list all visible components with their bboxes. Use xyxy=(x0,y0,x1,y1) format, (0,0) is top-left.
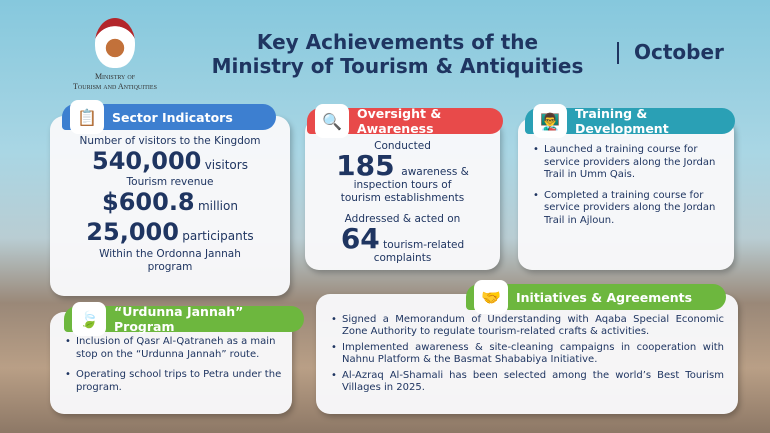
training-title: Training & Development xyxy=(575,106,669,136)
title-line2: Ministry of Tourism & Antiquities xyxy=(211,54,584,78)
visitors-label: Number of visitors to the Kingdom xyxy=(79,135,261,147)
title-line1: Key Achievements of the xyxy=(256,30,539,54)
clipboard-icon: 📋 xyxy=(70,100,104,134)
initiative-item: Signed a Memorandum of Understanding wit… xyxy=(330,314,724,338)
training-header: 👨‍🏫 Training & Development xyxy=(525,104,735,138)
complaints-value: 64 xyxy=(340,222,380,255)
revenue-value: $600.8 xyxy=(102,188,195,216)
training-card: Launched a training course for service p… xyxy=(518,118,734,270)
revenue-label: Tourism revenue xyxy=(126,176,214,188)
ministry-logo: Ministry of Tourism and Antiquities xyxy=(70,18,160,92)
month-label: October xyxy=(634,40,724,64)
urdunna-item: Operating school trips to Petra under th… xyxy=(64,369,282,394)
oversight-text2b: complaints xyxy=(373,252,432,264)
urdunna-list: Inclusion of Qasr Al-Qatraneh as a main … xyxy=(64,336,282,394)
revenue-unit: million xyxy=(197,199,238,213)
logo-line1: Ministry of xyxy=(94,72,136,81)
tours-value: 185 xyxy=(336,149,395,182)
leaf-icon: 🍃 xyxy=(72,302,106,336)
initiatives-header: 🤝 Initiatives & Agreements xyxy=(466,280,726,314)
initiative-item: Implemented awareness & site-cleaning ca… xyxy=(330,342,724,366)
page-title: Key Achievements of the Ministry of Tour… xyxy=(195,30,600,78)
oversight-header: 🔍 Oversight & Awareness xyxy=(307,104,503,138)
visitors-unit: visitors xyxy=(204,158,248,172)
inspection-icon: 🔍 xyxy=(315,104,349,138)
handshake-icon: 🤝 xyxy=(474,280,508,314)
visitors-value: 540,000 xyxy=(92,147,202,175)
participants-unit: participants xyxy=(182,229,254,243)
presentation-icon: 👨‍🏫 xyxy=(533,104,567,138)
training-item: Launched a training course for service p… xyxy=(532,144,724,182)
sector-indicators-card: Number of visitors to the Kingdom 540,00… xyxy=(50,116,290,296)
participants-value: 25,000 xyxy=(86,218,179,246)
initiatives-card: Signed a Memorandum of Understanding wit… xyxy=(316,294,738,414)
initiatives-list: Signed a Memorandum of Understanding wit… xyxy=(330,314,724,394)
training-item: Completed a training course for service … xyxy=(532,190,724,228)
logo-line2: Tourism and Antiquities xyxy=(73,82,157,91)
urdunna-item: Inclusion of Qasr Al-Qatraneh as a main … xyxy=(64,336,282,361)
coat-of-arms-icon xyxy=(95,18,135,68)
participants-note: Within the Ordonna Jannah program xyxy=(99,248,241,273)
sector-title: Sector Indicators xyxy=(112,109,233,125)
urdunna-title: “Urdunna Jannah” Program xyxy=(114,304,244,334)
oversight-text1b: inspection tours of xyxy=(353,179,452,191)
oversight-line2: Addressed & acted on xyxy=(344,213,461,225)
oversight-line1: Conducted xyxy=(374,140,431,152)
initiative-item: Al-Azraq Al-Shamali has been selected am… xyxy=(330,370,724,394)
oversight-text1c: tourism establishments xyxy=(340,192,465,204)
training-list: Launched a training course for service p… xyxy=(532,144,724,227)
urdunna-header: 🍃 “Urdunna Jannah” Program xyxy=(64,302,304,336)
oversight-card: Conducted 185 awareness & inspection tou… xyxy=(305,118,500,270)
oversight-text2a: tourism-related xyxy=(383,239,465,251)
initiatives-title: Initiatives & Agreements xyxy=(516,289,693,305)
title-divider xyxy=(617,42,619,64)
oversight-text1a: awareness & xyxy=(401,166,469,178)
oversight-title: Oversight & Awareness xyxy=(357,106,442,136)
sector-indicators-header: 📋 Sector Indicators xyxy=(62,100,276,134)
